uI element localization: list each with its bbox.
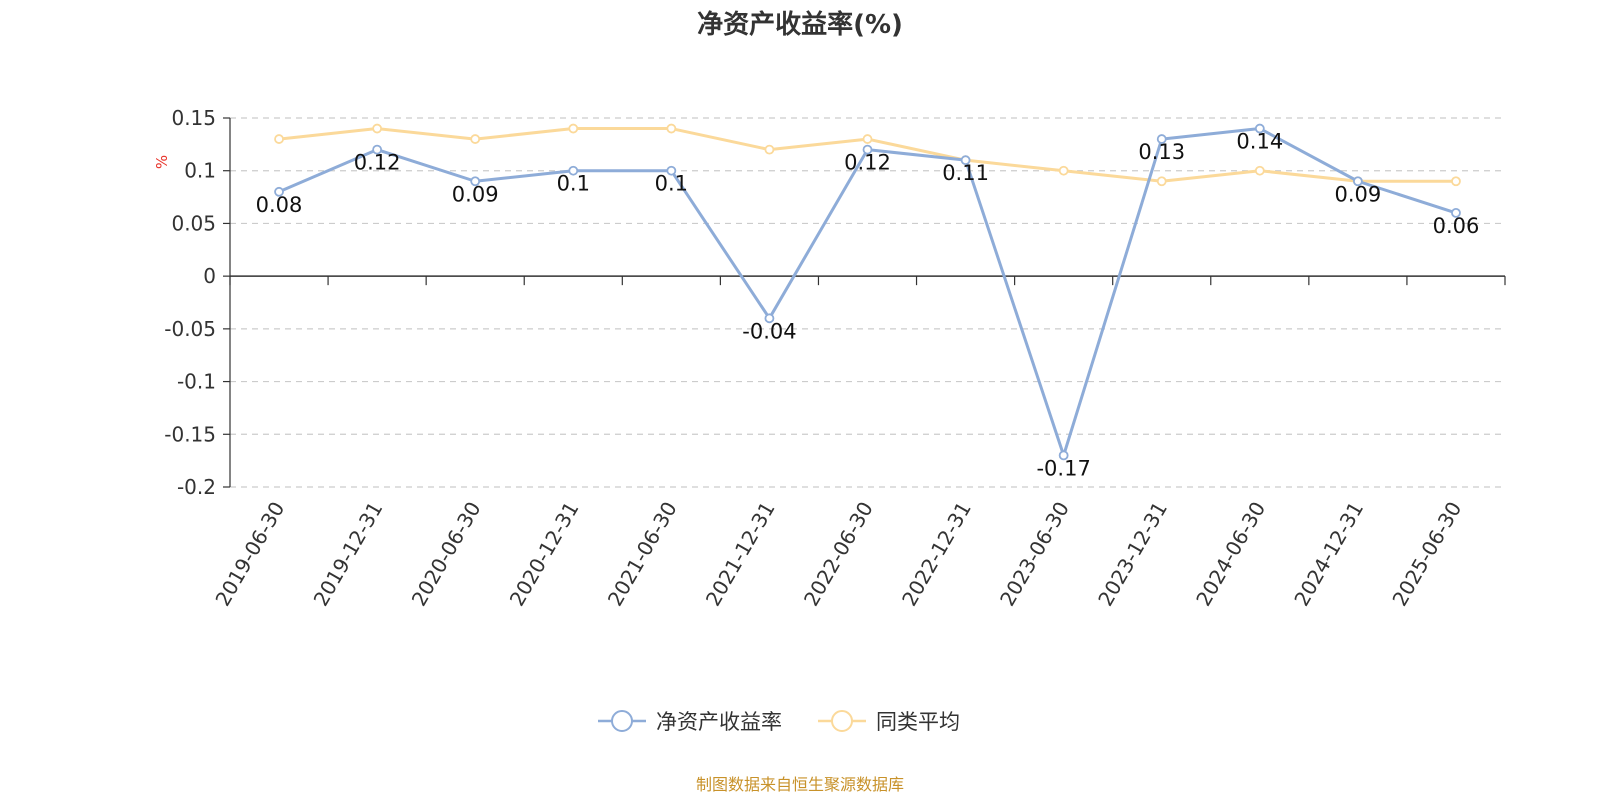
data-point [1254,123,1265,134]
x-tick-label: 2022-12-31 [897,498,976,611]
data-point [470,176,481,187]
data-point [1156,134,1167,144]
legend: 净资产收益率 同类平均 [598,710,960,734]
data-label: -0.04 [742,319,796,343]
legend-marker-1 [831,710,853,732]
x-tick-label: 2022-06-30 [799,498,878,611]
y-axis-unit-label: % [153,155,171,169]
x-tick-label: 2019-06-30 [210,498,289,611]
x-tick-label: 2020-06-30 [407,498,486,611]
data-label: -0.17 [1036,456,1090,480]
data-point [274,186,284,197]
data-point [568,123,579,134]
data-point [862,134,873,144]
legend-label-1: 同类平均 [876,710,960,734]
data-point [568,165,579,176]
data-point [274,134,284,144]
data-point [666,165,677,176]
y-tick-label: -0.15 [164,422,216,446]
data-point [862,144,873,155]
data-label: 0.12 [354,151,401,175]
y-tick-label: 0.05 [171,211,216,235]
data-labels: 0.08 0.12 0.09 0.1 0.1 -0.04 0.12 0.11 -0.17 0.13… [256,130,1480,481]
y-tick-label: 0 [203,264,216,288]
data-point [1156,176,1167,187]
data-point [764,144,775,155]
data-point [372,144,383,155]
data-label: 0.08 [256,193,303,217]
data-point [960,155,971,166]
data-label: 0.09 [1335,182,1382,206]
chart-title: 净资产收益率(%) [697,9,903,40]
x-tick-label: 2025-06-30 [1387,498,1466,611]
x-tick-label: 2023-12-31 [1093,498,1172,611]
y-tick-label: -0.05 [164,317,216,341]
x-tick-label: 2024-12-31 [1289,498,1368,611]
data-label: 0.14 [1236,130,1283,154]
x-tick-label: 2021-06-30 [603,498,682,611]
data-point [1058,165,1069,176]
footer-source: 制图数据来自恒生聚源数据库 [696,775,904,794]
y-tick-label: 0.1 [184,159,216,183]
legend-label-0: 净资产收益率 [656,710,782,734]
data-label: 0.06 [1433,214,1480,238]
data-point [372,123,383,134]
data-point [1352,176,1363,187]
data-label: 0.1 [655,172,688,196]
series-lines [274,123,1461,461]
legend-marker-0 [611,710,633,732]
data-point [1451,207,1461,218]
data-point [470,134,481,144]
data-label: 0.13 [1138,140,1185,164]
series-line-0 [278,127,1457,457]
data-point [666,123,677,134]
y-tick-label: -0.1 [177,370,216,394]
data-label: 0.09 [452,182,499,206]
data-label: 0.11 [942,161,989,185]
data-label: 0.12 [844,151,891,175]
x-tick-label: 2019-12-31 [309,498,388,611]
axes: 0.15 0.1 0.05 0 -0.05 -0.1 -0.15 -0.22019-06-30… [164,106,1506,611]
y-tick-label: -0.2 [177,475,216,499]
y-tick-label: 0.15 [171,106,216,130]
x-tick-label: 2021-12-31 [701,498,780,611]
x-tick-label: 2020-12-31 [505,498,584,611]
data-point [764,313,775,324]
data-point [1058,450,1069,461]
data-point [1451,176,1461,187]
x-tick-label: 2023-06-30 [995,498,1074,611]
data-point [1254,165,1265,176]
data-label: 0.1 [557,172,590,196]
x-tick-label: 2024-06-30 [1191,498,1270,611]
